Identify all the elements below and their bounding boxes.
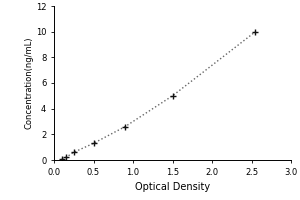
Y-axis label: Concentration(ng/mL): Concentration(ng/mL) — [24, 37, 33, 129]
X-axis label: Optical Density: Optical Density — [135, 182, 210, 192]
